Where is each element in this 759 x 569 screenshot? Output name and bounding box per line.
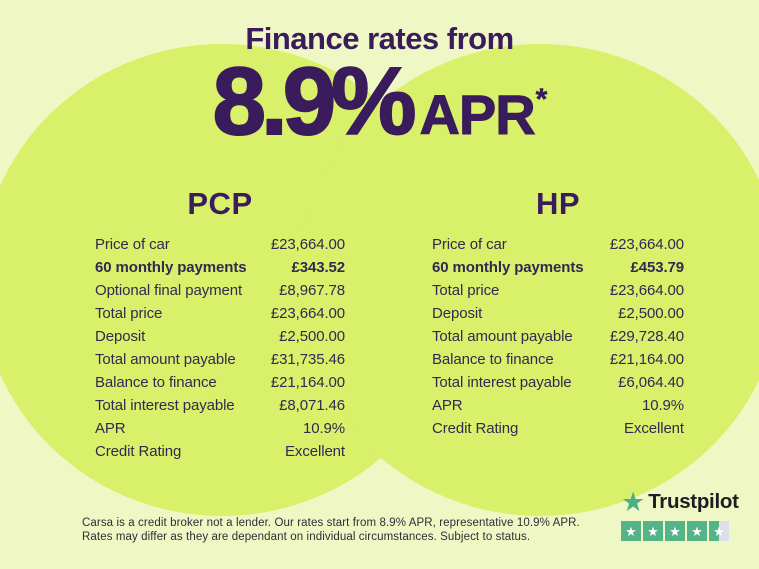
- apr-label: APR*: [419, 84, 548, 143]
- finance-row: Credit Rating Excellent: [432, 420, 684, 443]
- star-icon: ★: [665, 521, 685, 541]
- finance-row: 60 monthly payments £453.79: [432, 259, 684, 282]
- row-label: Balance to finance: [432, 351, 554, 368]
- row-label: Total interest payable: [432, 374, 572, 391]
- row-label: APR: [432, 397, 463, 414]
- row-label: Price of car: [95, 236, 170, 253]
- row-value: £343.52: [291, 259, 345, 276]
- star-glyph: ★: [647, 523, 659, 539]
- hp-panel: HP Price of car £23,664.00 60 monthly pa…: [432, 186, 684, 443]
- finance-row: Total amount payable £29,728.40: [432, 328, 684, 351]
- trustpilot-wordmark: Trustpilot: [648, 490, 739, 513]
- row-label: APR: [95, 420, 126, 437]
- finance-row: APR 10.9%: [432, 397, 684, 420]
- finance-row: Balance to finance £21,164.00: [432, 351, 684, 374]
- row-value: £29,728.40: [609, 328, 684, 345]
- apr-text: APR: [419, 83, 536, 146]
- row-value: £21,164.00: [609, 351, 684, 368]
- star-icon: ★: [621, 521, 641, 541]
- row-value: £23,664.00: [270, 305, 345, 322]
- finance-row: Total price £23,664.00: [95, 305, 345, 328]
- finance-row: Deposit £2,500.00: [95, 328, 345, 351]
- row-label: Optional final payment: [95, 282, 243, 299]
- row-value: 10.9%: [641, 397, 684, 414]
- row-label: 60 monthly payments: [432, 259, 584, 276]
- row-label: Total interest payable: [95, 397, 235, 414]
- finance-row: Price of car £23,664.00: [432, 236, 684, 259]
- right-blob: [298, 44, 759, 516]
- finance-row: Total interest payable £8,071.46: [95, 397, 345, 420]
- row-label: Total amount payable: [95, 351, 236, 368]
- row-label: Credit Rating: [432, 420, 519, 437]
- row-label: Price of car: [432, 236, 507, 253]
- row-value: £453.79: [630, 259, 684, 276]
- pcp-title: PCP: [187, 186, 253, 221]
- apr-asterisk: *: [535, 82, 547, 116]
- pcp-table: Price of car £23,664.00 60 monthly payme…: [95, 236, 345, 466]
- headline-rate: 8.9% APR*: [0, 48, 759, 155]
- row-value: £6,064.40: [618, 374, 684, 391]
- banner-title: Finance rates from: [245, 21, 514, 56]
- row-value: £2,500.00: [618, 305, 684, 322]
- row-value: £23,664.00: [609, 282, 684, 299]
- finance-row: Balance to finance £21,164.00: [95, 374, 345, 397]
- row-label: Total amount payable: [432, 328, 573, 345]
- row-value: £21,164.00: [270, 374, 345, 391]
- finance-row: Total price £23,664.00: [432, 282, 684, 305]
- star-glyph: ★: [691, 523, 703, 539]
- row-value: Excellent: [624, 420, 684, 437]
- hp-table: Price of car £23,664.00 60 monthly payme…: [432, 236, 684, 443]
- star-glyph: ★: [625, 523, 637, 539]
- row-value: £23,664.00: [270, 236, 345, 253]
- disclaimer-line-1: Carsa is a credit broker not a lender. O…: [82, 517, 580, 529]
- finance-row: Credit Rating Excellent: [95, 443, 345, 466]
- finance-row: Total interest payable £6,064.40: [432, 374, 684, 397]
- row-label: Total price: [432, 282, 500, 299]
- trustpilot-rating-stars: ★ ★ ★ ★ ★: [621, 521, 739, 541]
- star-icon: ★: [643, 521, 663, 541]
- row-value: £8,967.78: [279, 282, 345, 299]
- disclaimer-text: Carsa is a credit broker not a lender. O…: [82, 516, 580, 544]
- row-value: £23,664.00: [609, 236, 684, 253]
- finance-row: Total amount payable £31,735.46: [95, 351, 345, 374]
- rate-value: 8.9%: [212, 48, 418, 155]
- trustpilot-logo: ★ Trustpilot: [621, 487, 739, 517]
- row-value: 10.9%: [302, 420, 345, 437]
- row-label: Total price: [95, 305, 163, 322]
- row-value: Excellent: [285, 443, 345, 460]
- row-label: Balance to finance: [95, 374, 217, 391]
- row-value: £31,735.46: [270, 351, 345, 368]
- hp-title: HP: [535, 186, 581, 221]
- row-label: 60 monthly payments: [95, 259, 247, 276]
- star-icon: ★: [687, 521, 707, 541]
- row-label: Deposit: [95, 328, 146, 345]
- star-glyph: ★: [713, 523, 725, 539]
- disclaimer-line-2: Rates may differ as they are dependant o…: [82, 531, 531, 543]
- finance-row: Optional final payment £8,967.78: [95, 282, 345, 305]
- row-value: £2,500.00: [279, 328, 345, 345]
- star-glyph: ★: [669, 523, 681, 539]
- half-star-icon: ★: [709, 521, 729, 541]
- row-label: Deposit: [432, 305, 483, 322]
- finance-row: Price of car £23,664.00: [95, 236, 345, 259]
- finance-row: 60 monthly payments £343.52: [95, 259, 345, 282]
- trustpilot-badge: ★ Trustpilot ★ ★ ★ ★ ★: [621, 489, 739, 541]
- row-value: £8,071.46: [279, 397, 345, 414]
- finance-row: APR 10.9%: [95, 420, 345, 443]
- finance-row: Deposit £2,500.00: [432, 305, 684, 328]
- trustpilot-star-icon: ★: [621, 487, 646, 517]
- pcp-panel: PCP Price of car £23,664.00 60 monthly p…: [95, 186, 345, 466]
- row-label: Credit Rating: [95, 443, 182, 460]
